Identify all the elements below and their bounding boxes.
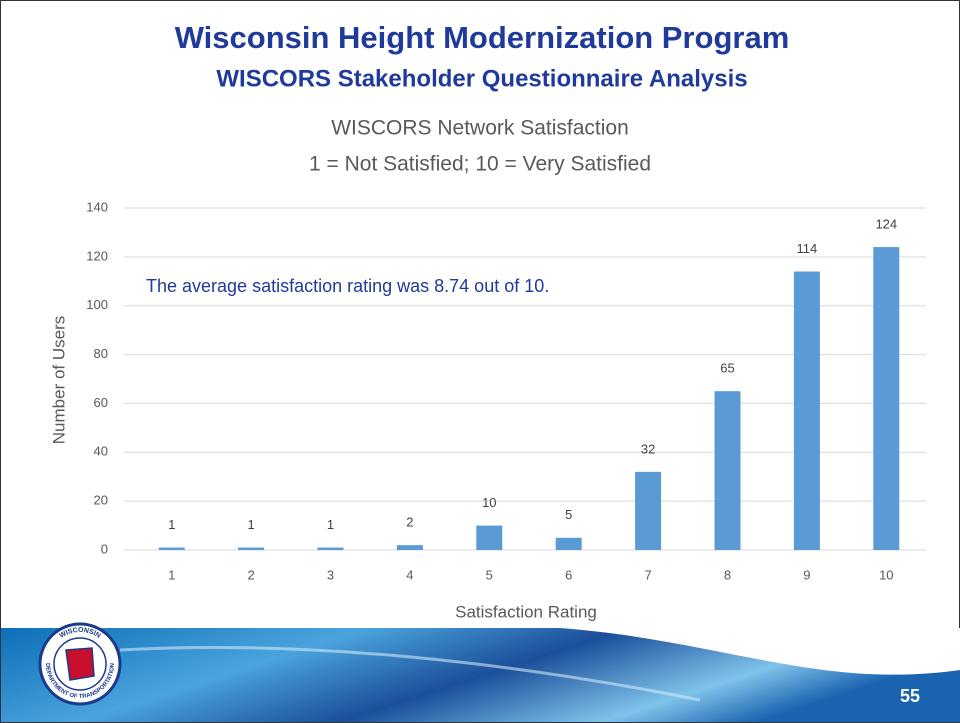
x-axis-title: Satisfaction Rating — [455, 602, 597, 621]
plot: 0204060801001201401121314251065732865911… — [86, 199, 926, 582]
page-number: 55 — [900, 686, 920, 706]
bar — [714, 391, 741, 550]
bar — [873, 247, 900, 551]
x-tick-label: 4 — [406, 567, 413, 582]
wave — [119, 645, 701, 702]
x-tick-label: 6 — [565, 567, 572, 582]
data-label: 65 — [720, 361, 734, 376]
y-axis-title: Number of Users — [49, 316, 68, 444]
chart-subtitle: 1 = Not Satisfied; 10 = Very Satisfied — [309, 153, 651, 176]
x-tick-label: 10 — [879, 567, 893, 582]
bar — [158, 547, 185, 550]
x-tick-label: 9 — [803, 567, 810, 582]
slide-title: Wisconsin Height Modernization Program — [175, 20, 790, 55]
bar — [555, 537, 582, 550]
logo: WISCONSIN DEPARTMENT OF TRANSPORTATION — [38, 622, 122, 706]
x-tick-label: 2 — [247, 567, 254, 582]
bar — [238, 547, 265, 550]
data-label: 124 — [875, 217, 897, 232]
x-tick-label: 3 — [327, 567, 334, 582]
bar — [476, 525, 503, 550]
y-tick-label: 0 — [101, 541, 108, 556]
y-tick-label: 40 — [94, 444, 108, 459]
data-label: 1 — [327, 517, 334, 532]
y-tick-label: 80 — [94, 346, 108, 361]
x-tick-label: 5 — [486, 567, 493, 582]
chart-title: WISCORS Network Satisfaction — [331, 117, 629, 140]
data-label: 1 — [247, 517, 254, 532]
data-label: 32 — [641, 441, 655, 456]
y-tick-label: 140 — [86, 199, 108, 214]
x-tick-label: 1 — [168, 567, 175, 582]
data-label: 10 — [482, 495, 496, 510]
bar — [317, 547, 344, 550]
data-label: 114 — [797, 241, 818, 256]
y-tick-label: 20 — [94, 493, 108, 508]
banner-curve — [1, 628, 960, 675]
x-tick-label: 7 — [644, 567, 651, 582]
y-tick-label: 100 — [86, 297, 108, 312]
bar — [396, 545, 423, 550]
data-label: 5 — [565, 507, 572, 522]
data-label: 1 — [168, 517, 175, 532]
bar — [793, 271, 820, 550]
annotation: The average satisfaction rating was 8.74… — [146, 276, 549, 296]
bar — [635, 471, 662, 550]
y-tick-label: 120 — [86, 248, 108, 263]
slide-subtitle: WISCORS Stakeholder Questionnaire Analys… — [216, 65, 747, 92]
y-tick-label: 60 — [94, 395, 108, 410]
data-label: 2 — [406, 515, 413, 530]
x-tick-label: 8 — [724, 567, 731, 582]
